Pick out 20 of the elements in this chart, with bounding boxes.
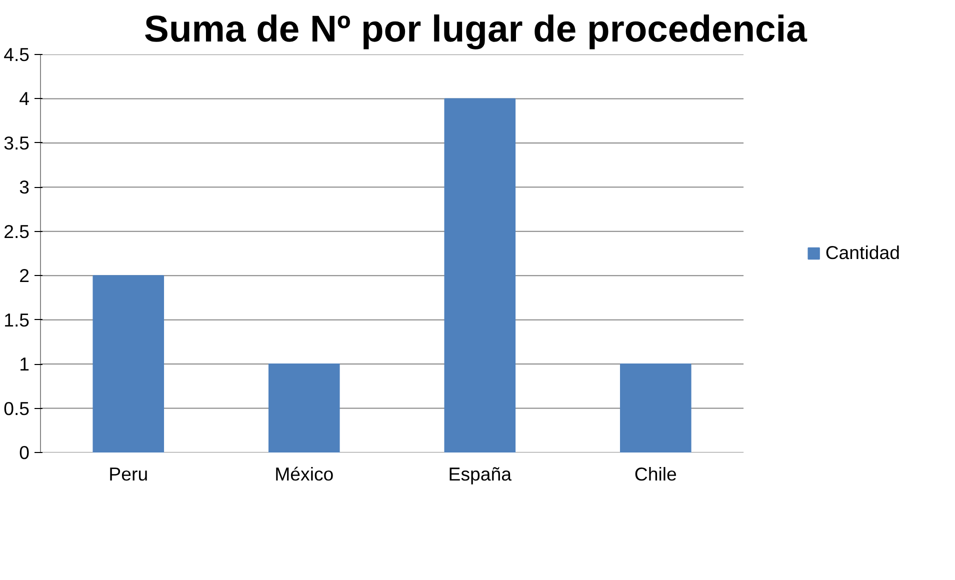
y-tick-label: 2.5 bbox=[4, 220, 30, 242]
x-tick-label: México bbox=[274, 464, 334, 484]
bar bbox=[620, 364, 692, 452]
y-tick-label: 3.5 bbox=[4, 132, 30, 154]
bar bbox=[92, 275, 164, 452]
bar bbox=[268, 364, 340, 452]
y-tick-label: 3 bbox=[19, 176, 30, 198]
legend-label: Cantidad bbox=[825, 242, 900, 264]
x-tick-label: Chile bbox=[634, 464, 677, 484]
bar bbox=[444, 98, 516, 452]
y-tick-label: 4.5 bbox=[4, 44, 30, 65]
x-tick-label: Peru bbox=[108, 464, 148, 484]
y-tick-label: 1.5 bbox=[4, 309, 30, 330]
y-tick-label: 2 bbox=[19, 265, 30, 286]
chart-title: Suma de Nº por lugar de procedencia bbox=[144, 8, 808, 50]
y-tick-label: 0.5 bbox=[4, 398, 30, 419]
y-tick-label: 4 bbox=[19, 88, 30, 110]
x-tick-label: España bbox=[448, 464, 512, 484]
y-tick-label: 0 bbox=[19, 442, 30, 463]
y-tick-label: 1 bbox=[19, 354, 30, 375]
